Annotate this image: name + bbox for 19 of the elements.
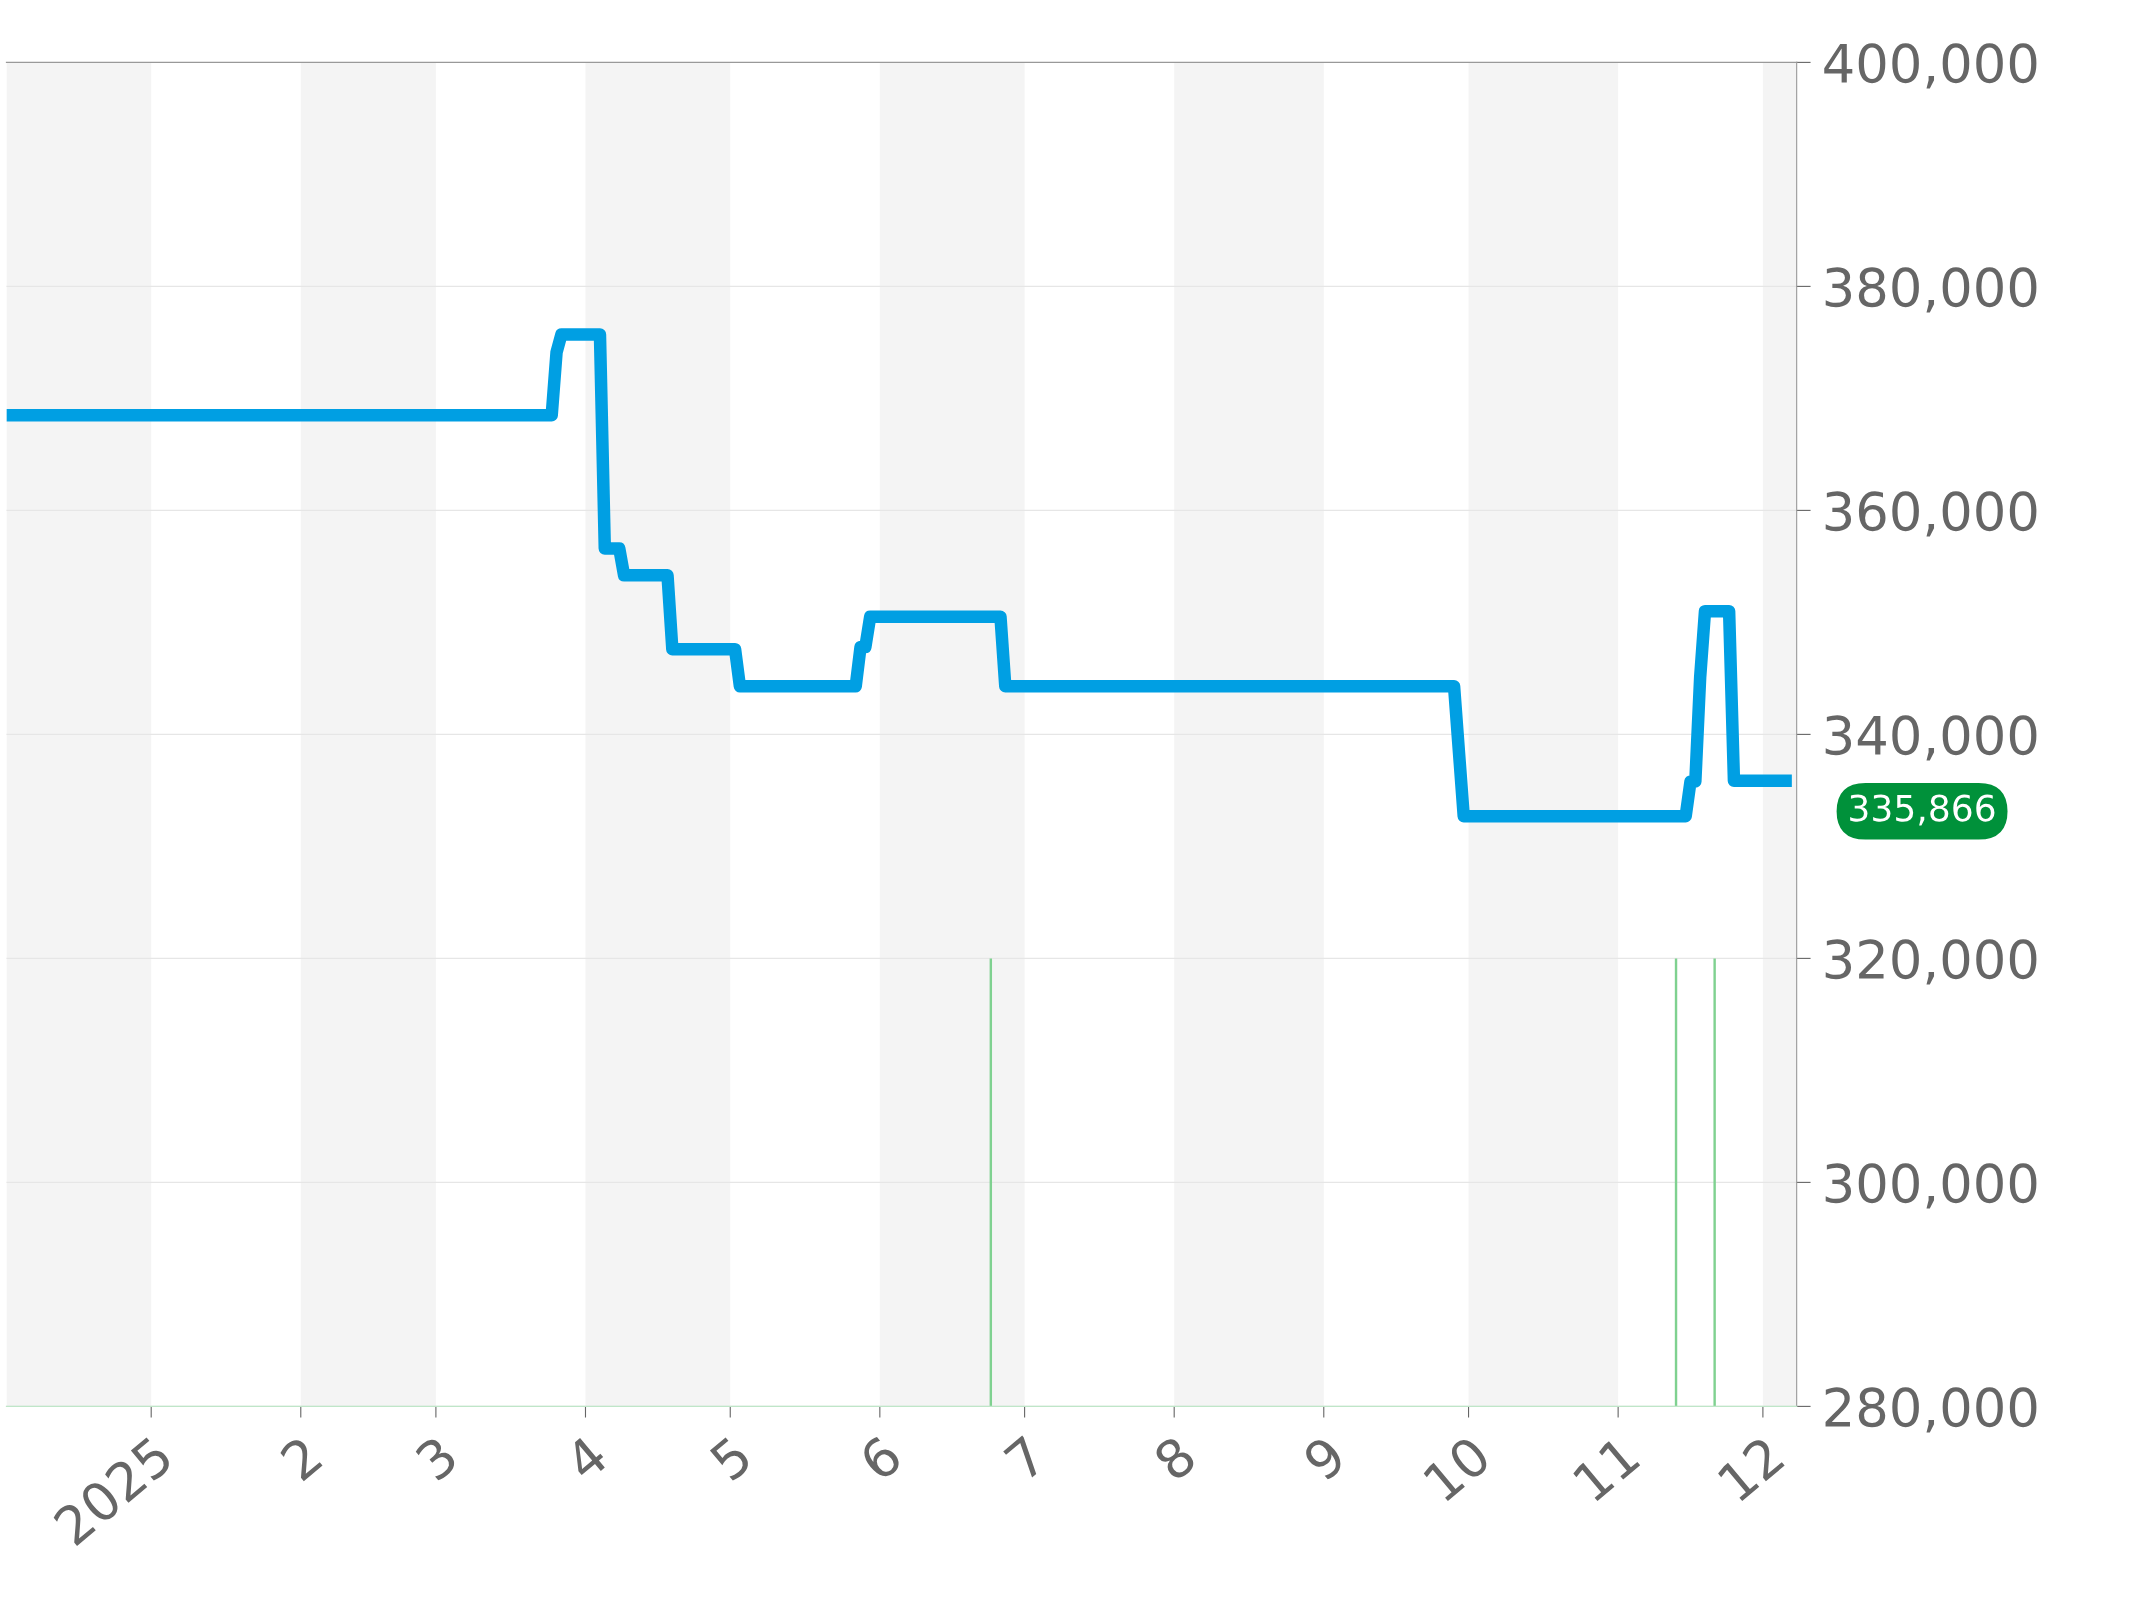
x-tick-label: 2	[278, 1435, 323, 1482]
y-tick-label: 360,000	[1825, 491, 2037, 537]
x-tick-label: 12	[1716, 1435, 1785, 1502]
annotation: 335,866	[1850, 794, 1995, 826]
y-tick-label: 320,000	[1825, 939, 2037, 985]
x-tick-label: 11	[1572, 1435, 1641, 1502]
x-tick-label: 5	[708, 1435, 753, 1482]
x-tick-label: 9	[1301, 1434, 1348, 1483]
y-tick-label: 280,000	[1825, 1387, 2037, 1433]
x-tick-label: 7	[1003, 1435, 1047, 1481]
y-tick-label: 340,000	[1825, 715, 2037, 761]
y-tick-label: 400,000	[1824, 43, 2037, 89]
x-tick-label: 6	[857, 1434, 904, 1482]
x-tick-label: 10	[1422, 1434, 1493, 1503]
y-tick-label: 300,000	[1825, 1163, 2037, 1209]
x-tick-label: 3	[413, 1434, 459, 1482]
x-tick-label: 4	[562, 1434, 609, 1483]
x-tick-label: 8	[1151, 1434, 1198, 1482]
y-tick-label: 380,000	[1825, 267, 2037, 313]
